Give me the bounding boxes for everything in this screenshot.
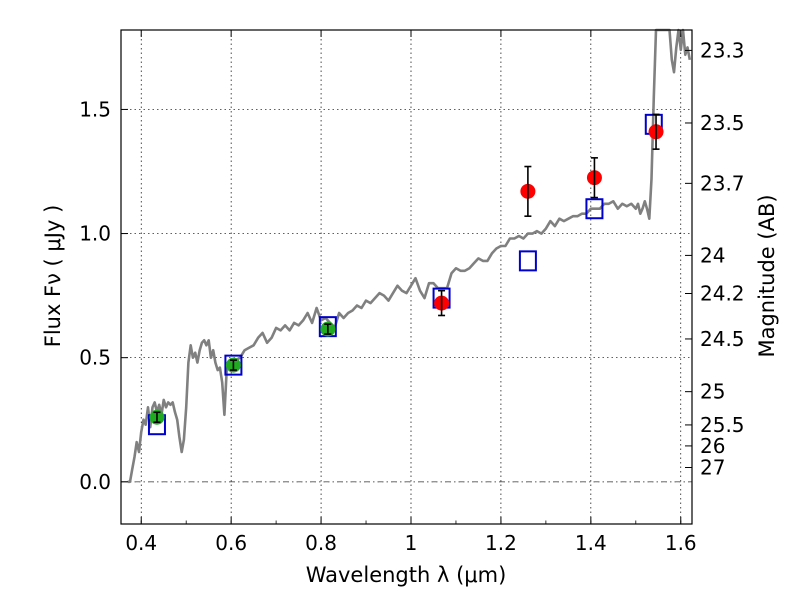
x-tick-label: 1.6 [665, 531, 697, 555]
y-axis-label: Flux Fν ( μJy ) [41, 205, 65, 348]
y-ticks: 0.0 0.5 1.0 1.5 [79, 97, 128, 494]
model-spectrum [127, 28, 692, 484]
x-axis-label: Wavelength λ (μm) [306, 563, 507, 587]
magnitude-tick-label: 27 [700, 456, 725, 480]
y-tick-label: 0.0 [79, 470, 111, 494]
spectrum-line [127, 28, 692, 484]
x-tick-label: 0.8 [305, 531, 337, 555]
x-tick-label: 1.4 [575, 531, 607, 555]
x-tick-label: 0.6 [215, 531, 247, 555]
x-tick-label: 1.2 [485, 531, 517, 555]
model-square [224, 354, 243, 376]
magnitude-axis-label: Magnitude (AB) [755, 194, 779, 357]
magnitude-tick-label: 25.5 [700, 413, 745, 437]
magnitude-tick-label: 24.5 [700, 327, 745, 351]
y-tick-label: 1.0 [79, 222, 111, 246]
plot-frame [120, 29, 693, 525]
magnitude-tick-label: 23.7 [700, 171, 745, 195]
magnitude-tick-label: 24 [700, 243, 725, 267]
magnitude-tick-label: 23.5 [700, 111, 745, 135]
x-ticks: 0.4 0.6 0.8 1 1.2 1.4 1.6 [125, 30, 697, 555]
y-tick-label: 0.5 [79, 346, 111, 370]
x-tick-label: 1 [405, 531, 418, 555]
magnitude-tick-label: 23.3 [700, 38, 745, 62]
magnitude-tick-label: 24.2 [700, 281, 745, 305]
error-bars [153, 113, 660, 424]
x-tick-label: 0.4 [125, 531, 157, 555]
model-square [585, 198, 604, 220]
y-tick-label: 1.5 [79, 97, 111, 121]
model-square [518, 250, 537, 272]
magnitude-tick-label: 25 [700, 380, 725, 404]
grid-lines [121, 30, 692, 524]
magnitude-tick-label: 26 [700, 434, 725, 458]
